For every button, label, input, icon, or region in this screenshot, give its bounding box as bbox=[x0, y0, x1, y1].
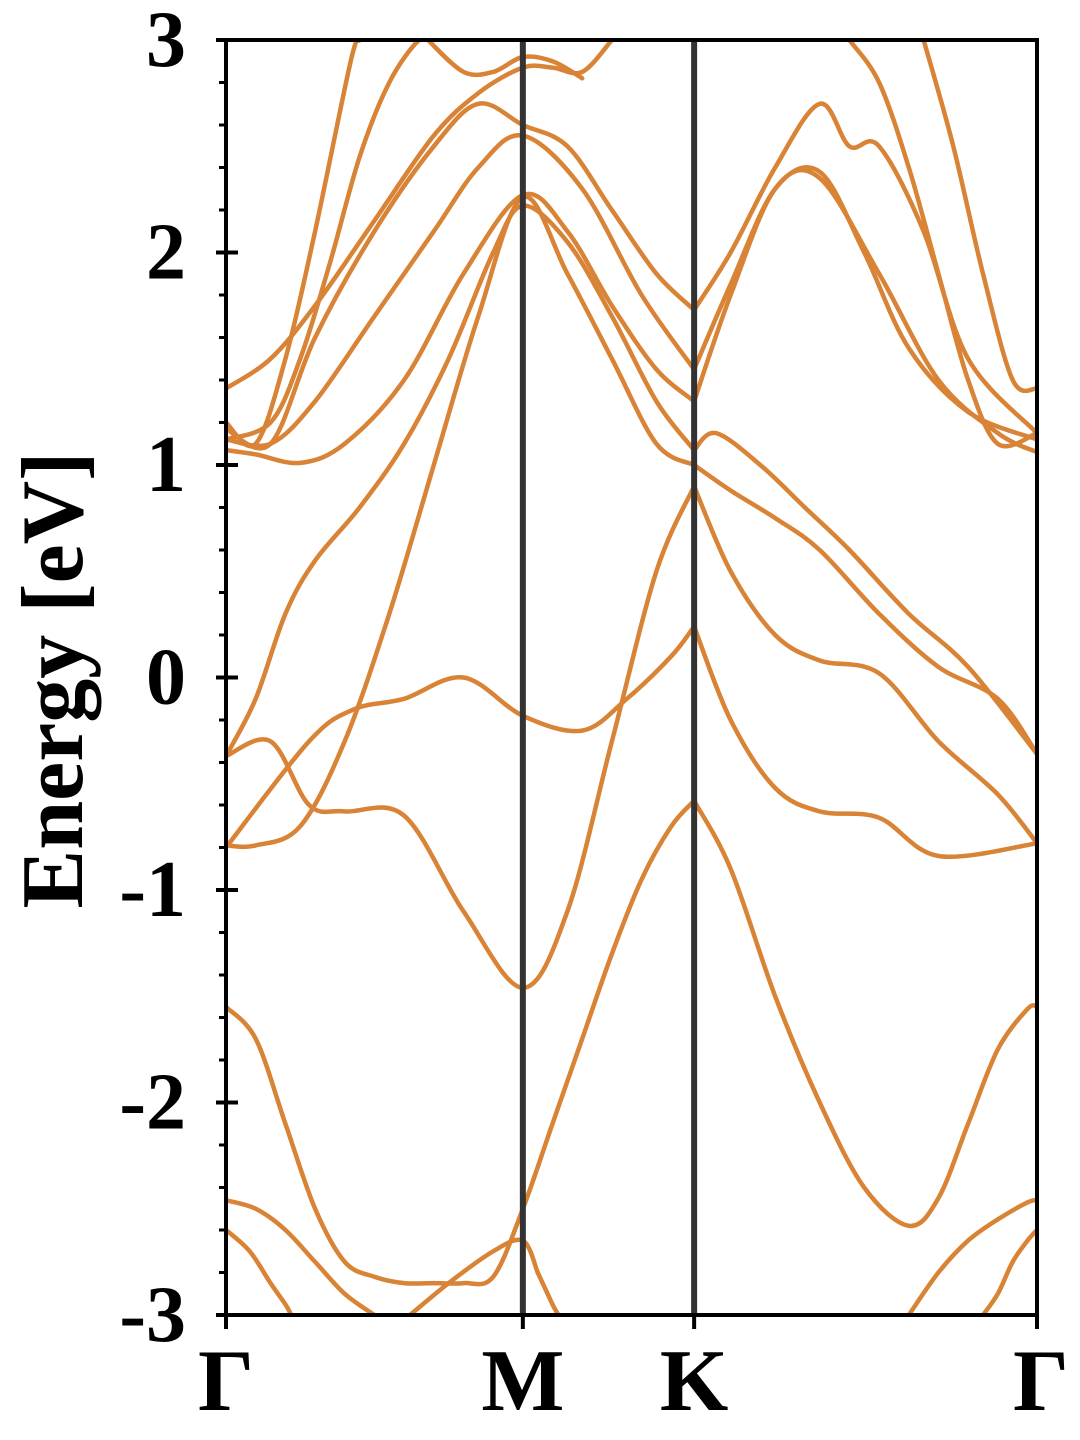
band-line-7 bbox=[226, 203, 697, 759]
band-line-5 bbox=[226, 194, 697, 850]
band-line-16 bbox=[226, 40, 362, 449]
x-tick-label: Γ bbox=[1013, 1333, 1069, 1430]
band-line-10 bbox=[691, 167, 1037, 455]
band-line-24 bbox=[407, 1237, 540, 1315]
band-line-18 bbox=[425, 40, 585, 81]
y-axis-label: Energy [eV] bbox=[5, 452, 102, 909]
high-symmetry-lines bbox=[519, 40, 698, 1315]
band-line-15 bbox=[226, 40, 615, 391]
band-line-17 bbox=[226, 40, 437, 442]
band-line-21 bbox=[226, 798, 697, 1287]
band-line-20 bbox=[921, 40, 1037, 394]
x-tick-label: Γ bbox=[198, 1333, 254, 1430]
x-tick-label: K bbox=[660, 1333, 728, 1430]
band-line-26 bbox=[906, 1198, 1037, 1315]
band-line-19 bbox=[847, 40, 1037, 449]
band-line-4 bbox=[691, 484, 1037, 846]
band-line-11 bbox=[226, 133, 697, 449]
y-tick-label: 0 bbox=[146, 634, 186, 722]
band-line-12 bbox=[691, 165, 1037, 442]
plot-frame bbox=[224, 38, 1039, 1317]
y-tick-label: -1 bbox=[119, 846, 186, 934]
y-tick-label: 1 bbox=[146, 421, 186, 509]
y-tick-label: 2 bbox=[146, 209, 186, 297]
band-line-27 bbox=[226, 1227, 294, 1315]
band-line-6 bbox=[691, 462, 1037, 757]
x-tick-label: M bbox=[481, 1333, 564, 1430]
band-lines bbox=[226, 40, 1037, 1315]
y-tick-label: -2 bbox=[119, 1059, 186, 1147]
band-line-3 bbox=[226, 484, 697, 991]
y-axis-ticks: 3 2 1 0 -1 -2 -3 bbox=[119, 0, 238, 1359]
band-line-14 bbox=[691, 101, 1037, 436]
y-tick-label: -3 bbox=[119, 1271, 186, 1359]
band-line-2 bbox=[691, 624, 1037, 859]
y-tick-label: 3 bbox=[146, 0, 186, 84]
band-line-23 bbox=[226, 1198, 377, 1315]
band-line-1 bbox=[226, 624, 697, 850]
band-line-9 bbox=[226, 191, 697, 466]
band-line-13 bbox=[226, 101, 697, 451]
band-line-8 bbox=[691, 430, 1037, 757]
band-line-25 bbox=[535, 1270, 561, 1315]
band-line-28 bbox=[980, 1227, 1037, 1315]
band-line-22 bbox=[691, 798, 1037, 1229]
